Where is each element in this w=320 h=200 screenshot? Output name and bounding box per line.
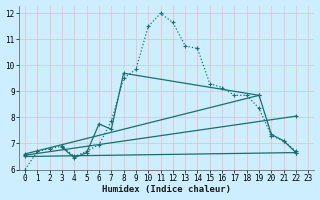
X-axis label: Humidex (Indice chaleur): Humidex (Indice chaleur): [102, 185, 231, 194]
